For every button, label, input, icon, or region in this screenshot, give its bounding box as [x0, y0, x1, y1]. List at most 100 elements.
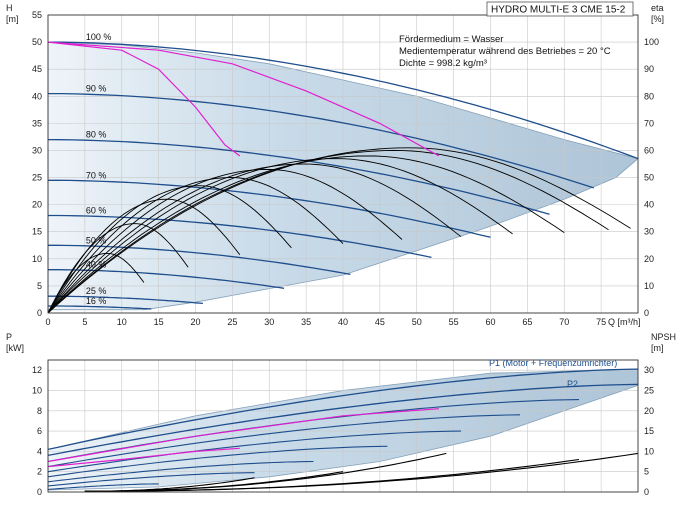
h-tick-label: 0 [37, 308, 42, 318]
efficiency-curve [48, 158, 513, 313]
p-axis-title: P [6, 332, 12, 342]
power-curve [48, 383, 638, 457]
h-tick-label: 35 [32, 118, 42, 128]
q-tick-label: 45 [375, 317, 385, 327]
pump-curve [48, 214, 432, 259]
npsh-axis-unit: [m] [651, 343, 664, 353]
eta-tick-label: 0 [644, 308, 649, 318]
p-tick-label: 6 [37, 426, 42, 436]
npsh-tick-label: 20 [644, 406, 654, 416]
npsh-tick-label: 25 [644, 385, 654, 395]
system-power-curve [48, 447, 240, 468]
npsh-curve [84, 458, 580, 492]
efficiency-curve [48, 155, 565, 313]
h-tick-label: 25 [32, 173, 42, 183]
eta-tick-label: 30 [644, 227, 654, 237]
pump-curve [48, 92, 594, 189]
h-tick-label: 15 [32, 227, 42, 237]
power-curve [48, 460, 314, 483]
eta-tick-label: 10 [644, 281, 654, 291]
q-tick-label: 0 [45, 317, 50, 327]
p-tick-label: 4 [37, 446, 42, 456]
q-tick-label: 25 [227, 317, 237, 327]
npsh-tick-label: 0 [644, 487, 649, 497]
eta-tick-label: 20 [644, 254, 654, 264]
system-curve [48, 41, 241, 157]
q-axis-title: Q [m³/h] [608, 317, 641, 327]
chart-title: HYDRO MULTI-E 3 CME 15-2 [491, 5, 626, 16]
p-tick-label: 12 [32, 365, 42, 375]
q-tick-label: 10 [117, 317, 127, 327]
p-tick-label: 2 [37, 467, 42, 477]
power-curve [48, 472, 255, 487]
npsh-tick-label: 30 [644, 365, 654, 375]
q-tick-label: 55 [449, 317, 459, 327]
speed-label: 90 % [86, 84, 107, 94]
speed-label: 50 % [86, 235, 107, 245]
efficiency-curve [48, 185, 292, 313]
npsh-tick-label: 10 [644, 446, 654, 456]
power-curve [48, 414, 521, 468]
info-temperature: Medientemperatur während des Betriebes =… [399, 46, 611, 57]
efficiency-curve [48, 223, 189, 313]
speed-label: 100 % [86, 32, 112, 42]
eta-tick-label: 70 [644, 118, 654, 128]
p-tick-label: 0 [37, 487, 42, 497]
efficiency-curve [48, 147, 631, 313]
q-tick-label: 65 [522, 317, 532, 327]
h-tick-label: 5 [37, 281, 42, 291]
h-tick-label: 55 [32, 10, 42, 20]
eta-tick-label: 50 [644, 173, 654, 183]
eta-tick-label: 60 [644, 145, 654, 155]
speed-label: 40 % [86, 260, 107, 270]
h-axis-title: H [6, 3, 13, 13]
q-tick-label: 70 [559, 317, 569, 327]
efficiency-curve [48, 168, 403, 313]
speed-label: 25 % [86, 286, 107, 296]
q-tick-label: 30 [264, 317, 274, 327]
legend-p2: P2 [567, 379, 578, 389]
h-tick-label: 30 [32, 145, 42, 155]
system-curve [48, 41, 440, 157]
eta-tick-label: 90 [644, 64, 654, 74]
h-tick-label: 45 [32, 64, 42, 74]
npsh-tick-label: 15 [644, 426, 654, 436]
pump-curve [48, 295, 203, 305]
p-axis-unit: [kW] [6, 343, 24, 353]
q-tick-label: 75 [596, 317, 606, 327]
q-tick-label: 15 [154, 317, 164, 327]
efficiency-curve [48, 150, 609, 313]
power-curve [48, 430, 462, 473]
q-tick-label: 35 [301, 317, 311, 327]
title-box [486, 1, 634, 17]
p-tick-label: 8 [37, 406, 42, 416]
q-tick-label: 40 [338, 317, 348, 327]
system-power-curve [48, 408, 439, 463]
npsh-tick-label: 5 [644, 467, 649, 477]
info-medium: Fördermedium = Wasser [399, 34, 503, 45]
eta-tick-label: 100 [644, 37, 659, 47]
h-tick-label: 10 [32, 254, 42, 264]
efficiency-curve [48, 252, 145, 313]
power-curve [48, 368, 638, 451]
h-axis-unit: [m] [6, 14, 19, 24]
eta-tick-label: 40 [644, 200, 654, 210]
q-tick-label: 60 [485, 317, 495, 327]
eta-tick-label: 80 [644, 91, 654, 101]
pump-curve [48, 179, 491, 238]
q-tick-label: 5 [82, 317, 87, 327]
h-tick-label: 40 [32, 91, 42, 101]
power-curve [48, 483, 159, 491]
eta-axis-title: eta [651, 3, 664, 13]
h-tick-label: 20 [32, 200, 42, 210]
speed-label: 70 % [86, 170, 107, 180]
h-tick-label: 50 [32, 37, 42, 47]
p-tick-label: 10 [32, 385, 42, 395]
p-plot-frame [47, 359, 639, 493]
h-plot-frame [47, 14, 639, 314]
speed-label: 80 % [86, 130, 107, 140]
speed-label: 60 % [86, 205, 107, 215]
pump-curve [48, 41, 638, 160]
